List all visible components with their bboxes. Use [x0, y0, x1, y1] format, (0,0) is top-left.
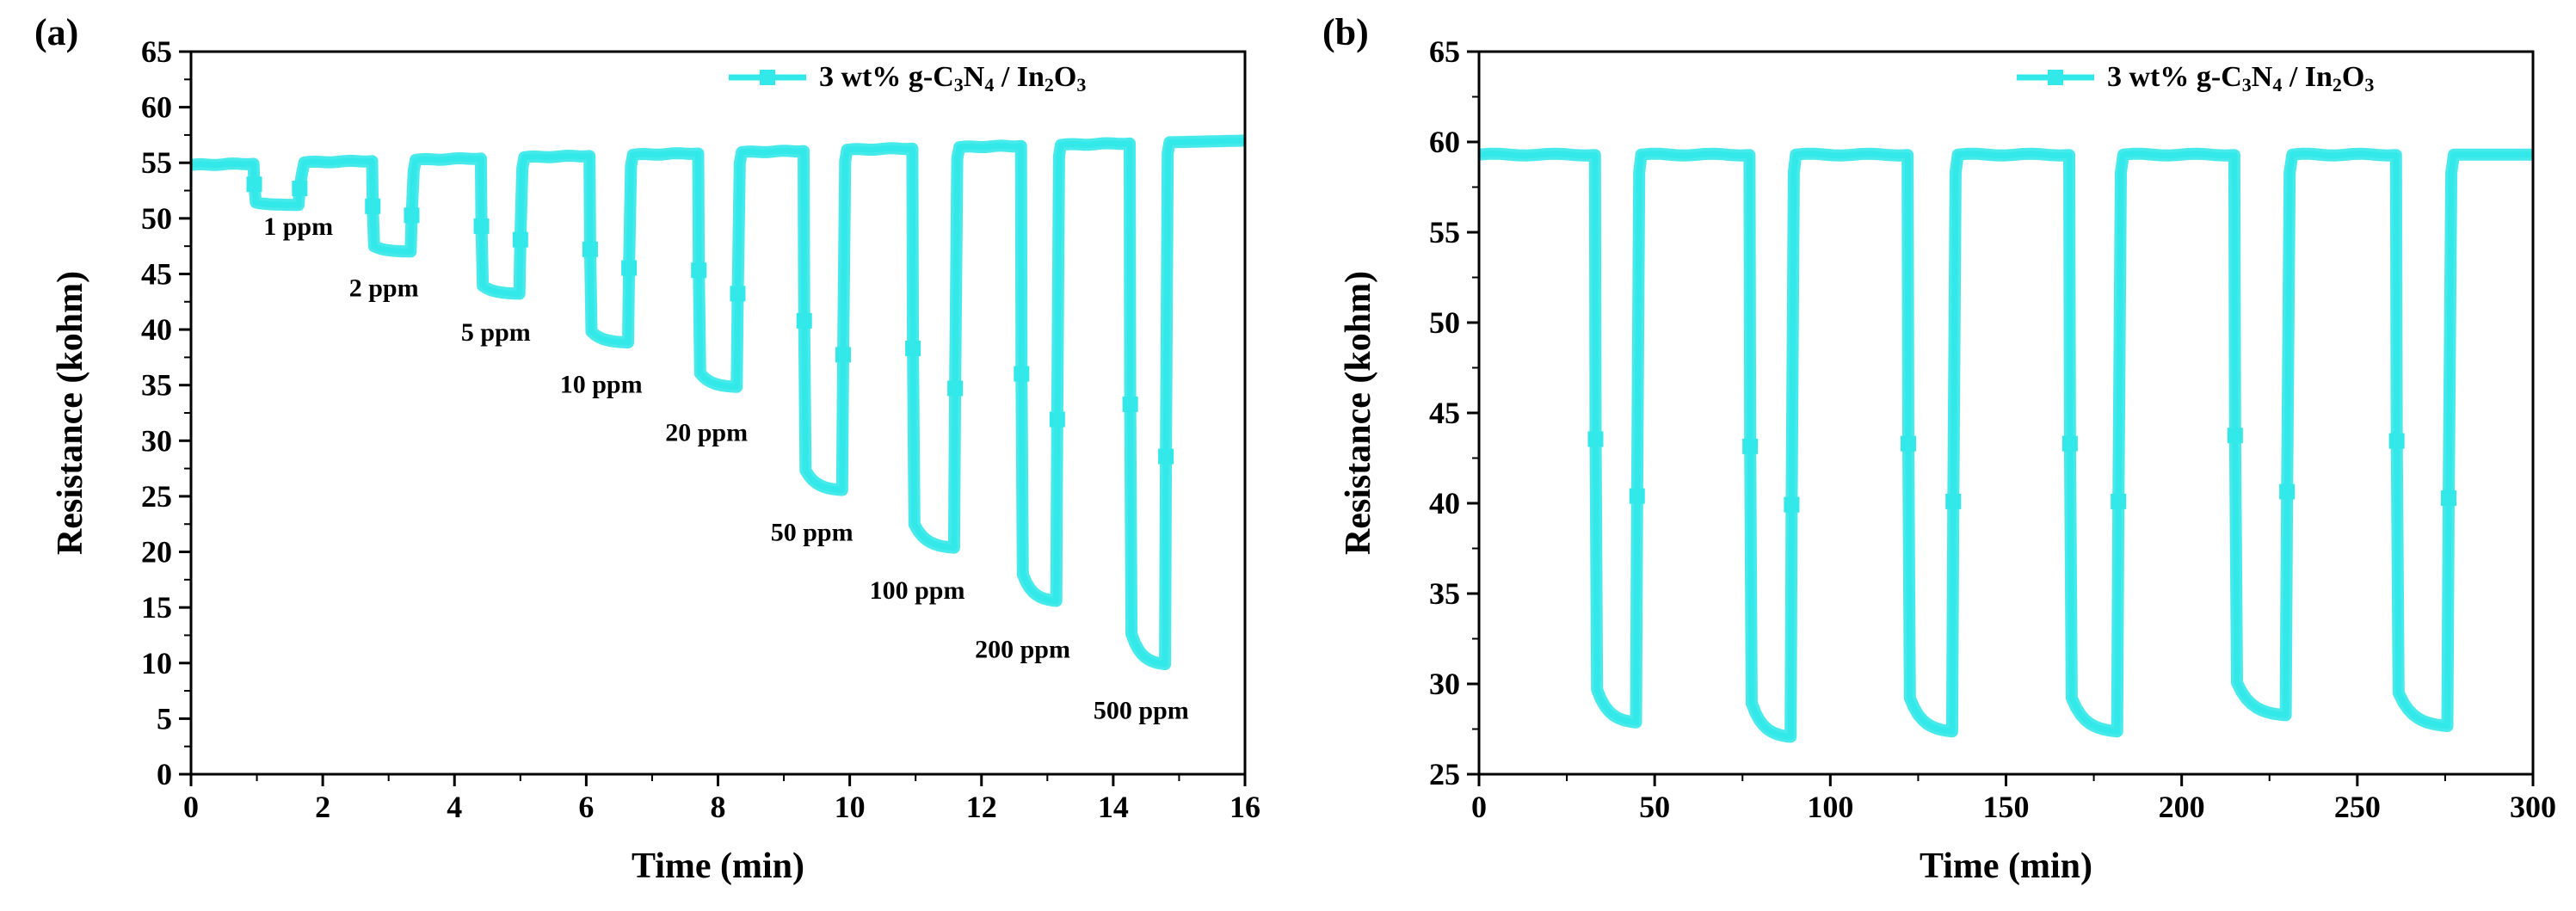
x-tick-label: 150 — [1983, 790, 2030, 824]
concentration-label: 1 ppm — [263, 212, 333, 241]
y-tick-label: 60 — [1429, 125, 1460, 159]
y-tick-label: 20 — [141, 535, 172, 569]
x-tick-label: 6 — [578, 790, 594, 824]
x-tick-label: 2 — [315, 790, 330, 824]
data-marker — [1158, 448, 1174, 465]
data-marker — [404, 207, 420, 224]
y-tick-label: 30 — [141, 423, 172, 458]
y-tick-label: 5 — [157, 701, 172, 736]
data-marker — [621, 260, 638, 276]
y-tick-label: 40 — [1429, 486, 1460, 520]
concentration-label: 2 ppm — [349, 274, 419, 302]
y-tick-label: 50 — [141, 201, 172, 236]
x-tick-label: 0 — [1471, 790, 1487, 824]
x-tick-label: 10 — [835, 790, 866, 824]
x-axis-label: Time (min) — [1920, 846, 2092, 886]
data-marker — [2111, 493, 2127, 509]
concentration-label: 200 ppm — [975, 635, 1070, 663]
data-marker — [1900, 435, 1916, 452]
data-marker — [2279, 483, 2296, 500]
legend-marker — [2048, 70, 2063, 85]
data-marker — [512, 231, 528, 248]
data-marker — [1629, 488, 1645, 504]
y-axis-label: Resistance (kohm) — [51, 271, 90, 555]
data-marker — [582, 241, 598, 257]
y-tick-label: 10 — [141, 646, 172, 680]
chart-panel-b: (b) 0 50 100 150 200 250 300 25 30 35 40 45 50 55 60 65 T… — [1322, 11, 2556, 886]
y-tick-label: 65 — [141, 34, 172, 69]
data-marker — [2388, 433, 2405, 449]
panel-label: (b) — [1322, 11, 1369, 53]
y-tick-label: 50 — [1429, 305, 1460, 340]
data-marker — [835, 347, 851, 363]
y-tick-label: 30 — [1429, 667, 1460, 701]
data-marker — [1049, 411, 1065, 428]
data-marker — [473, 218, 490, 234]
y-tick-label: 0 — [157, 757, 172, 791]
series-line — [190, 137, 1246, 668]
chart-panel-a: (a) 1 ppm 2 ppm 5 ppm 10 ppm 20 ppm 50 ppm 100 … — [34, 11, 1260, 886]
legend-label: 3 wt% g-C3​N4​ / In2​O3​ — [819, 61, 1086, 95]
x-tick-label: 4 — [447, 790, 462, 824]
legend-marker — [760, 70, 775, 85]
x-tick-label: 8 — [711, 790, 726, 824]
data-marker — [2061, 435, 2078, 452]
x-axis-label: Time (min) — [632, 846, 804, 886]
data-marker — [2227, 428, 2243, 444]
concentration-label: 5 ppm — [461, 318, 531, 347]
legend-label: 3 wt% g-C3​N4​ / In2​O3​ — [2107, 61, 2374, 95]
y-tick-label: 45 — [141, 256, 172, 291]
x-tick-label: 50 — [1639, 790, 1670, 824]
data-marker — [365, 198, 381, 214]
data-marker — [796, 312, 812, 329]
data-marker — [1122, 396, 1138, 412]
data-marker — [1742, 438, 1759, 454]
data-marker — [1014, 366, 1030, 382]
y-tick-label: 15 — [141, 590, 172, 625]
y-tick-label: 25 — [1429, 757, 1460, 791]
x-tick-label: 250 — [2334, 790, 2381, 824]
y-tick-label: 55 — [1429, 215, 1460, 249]
y-tick-label: 40 — [141, 312, 172, 347]
panel-label: (a) — [34, 11, 78, 53]
y-tick-label: 65 — [1429, 34, 1460, 69]
y-tick-label: 25 — [141, 479, 172, 514]
data-marker — [1945, 493, 1962, 509]
series-marker-band — [190, 134, 1246, 671]
data-marker — [292, 181, 308, 197]
concentration-label: 10 ppm — [560, 371, 643, 399]
x-tick-label: 12 — [966, 790, 997, 824]
y-tick-label: 35 — [1429, 576, 1460, 611]
data-marker — [691, 262, 707, 279]
concentration-label: 100 ppm — [870, 576, 965, 605]
y-tick-label: 55 — [141, 145, 172, 180]
x-tick-label: 100 — [1807, 790, 1853, 824]
data-marker — [246, 176, 262, 193]
data-marker — [2441, 490, 2456, 507]
y-tick-label: 35 — [141, 368, 172, 403]
data-marker — [730, 286, 746, 302]
data-marker — [1784, 496, 1800, 513]
x-tick-label: 0 — [183, 790, 199, 824]
concentration-label: 50 ppm — [771, 519, 854, 547]
concentration-label: 500 ppm — [1094, 696, 1189, 724]
data-marker — [947, 380, 964, 397]
data-marker — [1587, 431, 1604, 447]
y-tick-label: 45 — [1429, 396, 1460, 430]
data-marker — [905, 341, 921, 357]
y-tick-label: 60 — [141, 90, 172, 125]
x-tick-label: 200 — [2159, 790, 2205, 824]
series-marker-band — [1478, 147, 2533, 743]
x-tick-label: 300 — [2510, 790, 2556, 824]
concentration-label: 20 ppm — [665, 418, 748, 446]
x-tick-label: 14 — [1098, 790, 1129, 824]
x-tick-label: 16 — [1229, 790, 1260, 824]
y-axis-label: Resistance (kohm) — [1339, 271, 1378, 555]
